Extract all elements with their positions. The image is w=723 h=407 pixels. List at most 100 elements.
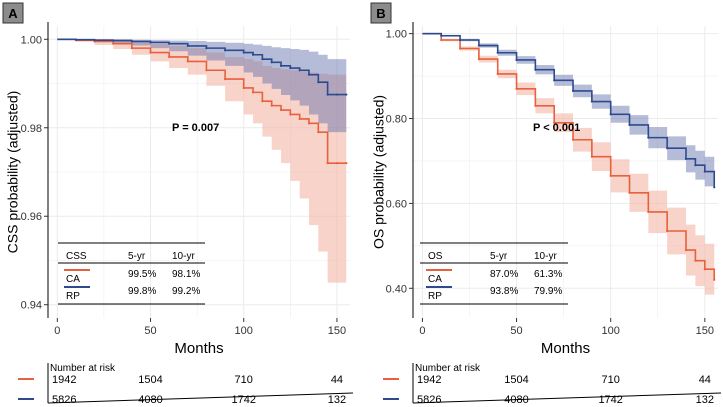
y-tick-label: 0.96 xyxy=(21,211,42,223)
risk-count: 44 xyxy=(699,374,711,386)
censor-mark-rp xyxy=(298,69,301,72)
censor-mark-ca xyxy=(261,100,264,103)
x-tick-label: 100 xyxy=(235,325,253,337)
risk-count: 710 xyxy=(602,374,620,386)
censor-mark-rp xyxy=(684,157,688,160)
censor-mark-rp xyxy=(112,39,115,42)
censor-mark-rp xyxy=(713,186,716,189)
censor-mark-ca xyxy=(628,191,631,194)
ci-band-ca xyxy=(422,33,715,306)
censor-mark-ca xyxy=(130,47,133,50)
y-axis-title: CSS probability (adjusted) xyxy=(5,91,21,254)
censor-mark-rp xyxy=(326,93,329,96)
censor-mark-rp xyxy=(647,136,650,139)
panel-label-box xyxy=(370,2,392,24)
legend-header-cell: 10-yr xyxy=(534,251,557,262)
censor-mark-rp xyxy=(261,58,264,61)
legend-header-cell: 10-yr xyxy=(172,251,195,262)
legend-value-cell: 99.8% xyxy=(128,286,156,297)
legend-group-label: RP xyxy=(66,291,80,302)
y-tick-label: 1.00 xyxy=(386,29,407,41)
legend-value-cell: 79.9% xyxy=(534,286,562,297)
censor-mark-rp xyxy=(130,40,133,43)
censor-mark-ca xyxy=(168,55,171,59)
censor-mark-ca xyxy=(440,38,443,42)
x-tick-label: 150 xyxy=(696,325,714,337)
censor-mark-ca xyxy=(666,229,669,233)
censor-mark-rp xyxy=(590,100,593,103)
censor-mark-ca xyxy=(703,268,706,271)
legend-header-cell: 5-yr xyxy=(128,251,146,262)
risk-count: 5826 xyxy=(52,394,76,406)
censor-mark-rp xyxy=(534,68,537,71)
censor-mark-rp xyxy=(609,113,612,116)
censor-mark-ca xyxy=(112,42,115,45)
censor-mark-rp xyxy=(515,58,518,62)
censor-mark-rp xyxy=(223,49,227,52)
legend-value-cell: 98.1% xyxy=(172,269,200,280)
censor-mark-rp xyxy=(553,79,556,82)
censor-mark-ca xyxy=(496,72,499,76)
panel-b: B 0 50 100 150 0.40 0.60 0.80 1.00 Months OS proba… xyxy=(370,2,722,406)
censor-mark-ca xyxy=(534,104,537,107)
censor-mark-ca xyxy=(223,77,227,81)
panel-a: A 0 50 100 150 0.94 0.96 0.98 1.00 Months CSS prob… xyxy=(2,2,354,406)
censor-mark-ca xyxy=(553,121,556,124)
censor-mark-rp xyxy=(666,147,669,150)
risk-table-baseline xyxy=(47,392,354,404)
censor-mark-rp xyxy=(168,42,171,45)
risk-count: 4080 xyxy=(138,394,162,406)
censor-mark-rp xyxy=(149,41,152,44)
censor-mark-rp xyxy=(205,47,208,50)
censor-mark-ca xyxy=(647,210,650,213)
censor-mark-rp xyxy=(628,123,631,126)
censor-mark-ca xyxy=(186,60,189,63)
censor-mark-ca xyxy=(289,113,292,116)
censor-mark-rp xyxy=(186,44,189,48)
censor-mark-ca xyxy=(477,58,480,61)
risk-table-title: Number at risk xyxy=(415,363,481,374)
panel-label: A xyxy=(8,6,18,21)
censor-mark-rp xyxy=(335,93,339,96)
censor-mark-rp xyxy=(458,38,462,42)
censor-mark-ca xyxy=(326,162,329,165)
risk-table-title: Number at risk xyxy=(50,363,116,374)
x-tick-label: 0 xyxy=(419,325,425,337)
risk-count: 1504 xyxy=(138,374,162,386)
y-axis-title: OS probability (adjusted) xyxy=(371,95,387,249)
censor-mark-ca xyxy=(307,122,311,125)
censor-mark-rp xyxy=(242,51,245,54)
x-axis-title: Months xyxy=(174,340,223,357)
censor-mark-rp xyxy=(74,38,78,41)
censor-mark-ca xyxy=(270,104,273,107)
y-tick-label: 0.94 xyxy=(21,300,42,312)
censor-mark-ca xyxy=(279,108,283,112)
censor-mark-ca xyxy=(345,162,348,165)
censor-mark-ca xyxy=(713,278,716,281)
survival-legend-table: CSS 5-yr 10-yr CA 99.5% 98.1% RP 99.8% 99.2% xyxy=(58,242,205,305)
censor-mark-ca xyxy=(335,162,339,165)
risk-count: 1742 xyxy=(598,394,622,406)
censor-mark-rp xyxy=(289,66,292,70)
y-tick-label: 0.60 xyxy=(386,198,407,210)
risk-count: 1942 xyxy=(417,374,441,386)
censor-mark-ca xyxy=(205,69,208,72)
survival-legend-table: OS 5-yr 10-yr CA 87.0% 61.3% RP 93.8% 79.9% xyxy=(420,242,568,305)
censor-mark-ca xyxy=(590,155,593,158)
survival-curve-ca xyxy=(422,32,716,280)
censor-mark-rp xyxy=(440,34,443,37)
censor-mark-rp xyxy=(270,61,273,64)
p-value-annotation: P = 0.007 xyxy=(172,122,219,134)
censor-mark-rp xyxy=(496,51,499,54)
x-tick-label: 150 xyxy=(328,325,346,337)
legend-value-cell: 99.5% xyxy=(128,269,156,280)
risk-count: 4080 xyxy=(504,394,528,406)
legend-header-cell: OS xyxy=(428,251,443,262)
censor-mark-ca xyxy=(149,51,152,54)
censor-mark-rp xyxy=(93,39,96,42)
risk-count: 132 xyxy=(328,394,346,406)
survival-curve-rp xyxy=(422,32,716,188)
censor-mark-ca xyxy=(242,86,245,90)
